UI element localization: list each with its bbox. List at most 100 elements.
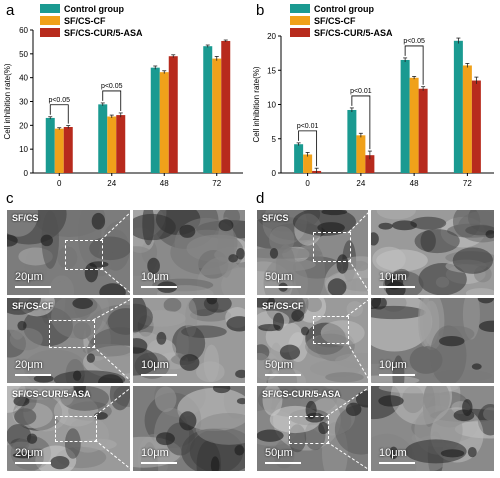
- x-tick-label: 72: [212, 179, 221, 188]
- micrograph-pore: [86, 353, 95, 363]
- micrograph-texture: [196, 361, 225, 383]
- legend-entry: Control group: [64, 4, 124, 14]
- micrograph-pore: [236, 398, 245, 405]
- zoom-region-box: [313, 316, 349, 344]
- bar-control-group: [400, 59, 410, 173]
- micrograph-texture: [64, 428, 81, 459]
- micrograph-texture: [176, 328, 189, 361]
- micrograph-pore: [291, 309, 305, 322]
- significance-bracket: [49, 104, 69, 124]
- sem-panel-d: SF/CS 50μm 10μm SF/CS-CF 50μm 10μm SF/CS-CUR/5…: [257, 210, 494, 471]
- y-tick-label: 5: [272, 135, 277, 144]
- scale-bar: [379, 286, 415, 288]
- micrograph-pore: [12, 452, 35, 459]
- sem-zoom-image: 10μm: [371, 210, 494, 295]
- micrograph-pore: [228, 254, 238, 263]
- micrograph-texture: [14, 408, 37, 426]
- micrograph-texture: [371, 305, 426, 320]
- micrograph-pore: [462, 399, 473, 416]
- micrograph-pore: [156, 331, 167, 345]
- scale-bar: [379, 462, 415, 464]
- y-tick-label: 60: [19, 26, 28, 35]
- micrograph-pore: [471, 363, 482, 370]
- micrograph-pore: [485, 230, 494, 239]
- bar-sf-cs-cf: [462, 65, 472, 173]
- micrograph-pore: [7, 234, 18, 247]
- scale-label: 20μm: [15, 447, 43, 459]
- micrograph-pore: [234, 445, 245, 456]
- micrograph-pore: [235, 369, 245, 379]
- significance-label: p<0.05: [48, 97, 70, 104]
- bar-sf-cs-cur-5-asa: [168, 56, 178, 173]
- micrograph-texture: [7, 298, 42, 315]
- micrograph-texture: [465, 288, 494, 295]
- micrograph-texture: [372, 246, 406, 273]
- micrograph-pore: [467, 446, 477, 458]
- micrograph-pore: [84, 262, 99, 283]
- micrograph-texture: [165, 422, 195, 456]
- micrograph-pore: [378, 395, 404, 407]
- legend-entry: SF/CS-CUR/5-ASA: [64, 28, 143, 38]
- sample-label: SF/CS-CUR/5-ASA: [12, 389, 91, 399]
- micrograph-texture: [195, 413, 245, 445]
- scale-label: 10μm: [141, 271, 169, 283]
- micrograph-pore: [40, 234, 53, 247]
- y-tick-label: 20: [19, 121, 28, 130]
- micrograph-pore: [327, 278, 347, 295]
- micrograph-pore: [345, 402, 362, 416]
- y-tick-label: 40: [19, 74, 28, 83]
- micrograph: [371, 210, 494, 295]
- micrograph-pore: [72, 370, 82, 381]
- sem-overview-image: SF/CS-CUR/5-ASA 50μm: [257, 386, 368, 471]
- zoom-region-box: [65, 240, 103, 270]
- micrograph-pore: [438, 335, 465, 347]
- micrograph-pore: [392, 220, 417, 231]
- scale-bar: [265, 374, 301, 376]
- zoom-region-box: [289, 416, 329, 444]
- micrograph-pore: [210, 456, 220, 471]
- significance-bracket: [102, 90, 122, 111]
- micrograph-texture: [133, 347, 158, 376]
- micrograph-texture: [17, 386, 62, 400]
- sem-overview-image: SF/CS 50μm: [257, 210, 368, 295]
- micrograph-pore: [179, 224, 196, 238]
- y-tick-label: 0: [24, 169, 29, 178]
- micrograph-texture: [262, 386, 283, 416]
- significance-bracket: [351, 95, 371, 150]
- micrograph: [133, 298, 245, 383]
- micrograph-pore: [300, 326, 310, 336]
- scale-bar: [265, 462, 301, 464]
- micrograph-pore: [179, 411, 197, 431]
- legend-swatch: [290, 16, 310, 25]
- x-tick-label: 0: [57, 179, 62, 188]
- micrograph-pore: [73, 386, 86, 396]
- sem-zoom-image: 10μm: [133, 298, 245, 383]
- scale-bar: [265, 286, 301, 288]
- scale-label: 10μm: [141, 447, 169, 459]
- scale-bar: [15, 374, 51, 376]
- bar-sf-cs-cur-5-asa: [116, 115, 126, 173]
- micrograph-texture: [49, 275, 75, 295]
- micrograph-pore: [336, 254, 349, 274]
- bar-sf-cs-cf: [107, 116, 117, 173]
- micrograph-pore: [478, 320, 494, 332]
- bar-control-group: [98, 104, 108, 173]
- bar-control-group: [150, 67, 160, 173]
- x-tick-label: 72: [463, 179, 472, 188]
- y-tick-label: 0: [272, 169, 277, 178]
- micrograph-pore: [305, 400, 317, 420]
- sample-label: SF/CS: [12, 213, 39, 223]
- micrograph-pore: [318, 421, 329, 435]
- micrograph-pore: [91, 212, 106, 230]
- y-tick-label: 50: [19, 50, 28, 59]
- scale-label: 20μm: [15, 359, 43, 371]
- panel-label-a: a: [6, 2, 15, 19]
- micrograph-texture: [133, 213, 176, 241]
- panel-label-c: c: [6, 190, 14, 207]
- micrograph-pore: [258, 323, 281, 332]
- bar-sf-cs-cf: [356, 135, 366, 173]
- micrograph-pore: [371, 298, 387, 310]
- scale-label: 10μm: [141, 359, 169, 371]
- micrograph-texture: [410, 216, 447, 230]
- bar-sf-cs-cf: [212, 58, 222, 173]
